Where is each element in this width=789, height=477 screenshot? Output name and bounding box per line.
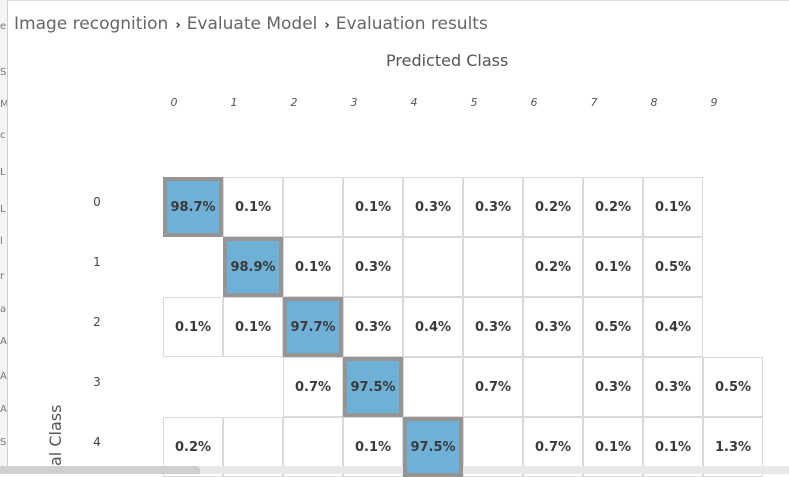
row-label: 4 [93,435,101,449]
background-letter: M [0,99,9,110]
background-letter: L [0,167,6,178]
chevron-right-icon: › [175,18,181,33]
matrix-cell: 0.1% [583,237,643,297]
matrix-cell: 0.3% [643,357,703,417]
matrix-cell [403,237,463,297]
column-label: 1 [230,96,238,109]
matrix-cell: 0.7% [283,357,343,417]
column-label: 8 [650,96,658,109]
breadcrumb: Image recognition › Evaluate Model › Evaluat… [14,14,488,34]
breadcrumb-evaluation-results: Evaluation results [335,14,488,34]
matrix-cell: 0.4% [403,297,463,357]
background-letter: S [0,437,7,448]
chevron-right-icon: › [324,18,330,33]
matrix-cell: 0.5% [703,357,763,417]
matrix-cell: 0.3% [463,177,523,237]
background-letter: a [0,304,7,315]
row-label: 3 [93,375,101,389]
background-letter: c [0,130,6,141]
matrix-cell-diagonal: 97.7% [283,297,343,357]
breadcrumb-image-recognition[interactable]: Image recognition [14,14,169,34]
matrix-cell: 0.2% [583,177,643,237]
background-letter: l [0,236,3,247]
row-label: 0 [93,195,101,209]
matrix-cell [523,357,583,417]
matrix-cell: 0.7% [463,357,523,417]
column-label: 2 [290,96,298,109]
matrix-cell: 0.1% [223,177,283,237]
predicted-class-axis-title: Predicted Class [386,51,509,70]
matrix-cell: 0.1% [343,177,403,237]
matrix-cell: 0.3% [403,177,463,237]
matrix-cell-diagonal: 98.7% [163,177,223,237]
matrix-cell [463,237,523,297]
matrix-cell: 0.4% [643,297,703,357]
background-letter: A [0,336,7,347]
matrix-cell-diagonal: 97.5% [403,417,463,477]
matrix-cell-diagonal: 97.5% [343,357,403,417]
matrix-cell: 0.2% [523,237,583,297]
matrix-cell: 0.3% [523,297,583,357]
matrix-cell: 0.1% [643,177,703,237]
matrix-cell: 0.3% [343,237,403,297]
background-letter: A [0,404,7,415]
breadcrumb-evaluate-model[interactable]: Evaluate Model [186,14,318,34]
background-letter: L [0,204,6,215]
horizontal-scrollbar-thumb[interactable] [0,466,200,474]
horizontal-scrollbar-track[interactable] [0,466,789,474]
matrix-cell: 0.1% [163,297,223,357]
column-label: 0 [170,96,178,109]
matrix-cell-diagonal: 98.9% [223,237,283,297]
column-label: 7 [590,96,598,109]
actual-class-axis-title: al Class [46,404,65,466]
column-label: 5 [470,96,478,109]
column-label: 9 [710,96,718,109]
column-label: 4 [410,96,418,109]
matrix-cell: 0.3% [583,357,643,417]
matrix-cell: 0.5% [583,297,643,357]
background-letter: r [0,271,5,282]
background-letter: A [0,371,7,382]
matrix-cell: 0.5% [643,237,703,297]
matrix-cell [283,177,343,237]
matrix-cell: 0.3% [343,297,403,357]
background-app-strip [0,0,8,474]
row-label: 1 [93,255,101,269]
matrix-cell: 0.3% [463,297,523,357]
matrix-cell: 0.1% [223,297,283,357]
row-label: 2 [93,315,101,329]
background-letter: S [0,67,7,78]
column-label: 3 [350,96,358,109]
matrix-cell [403,357,463,417]
matrix-cell: 0.2% [523,177,583,237]
column-label: 6 [530,96,538,109]
matrix-cell: 0.1% [283,237,343,297]
background-letter: e [0,21,7,32]
